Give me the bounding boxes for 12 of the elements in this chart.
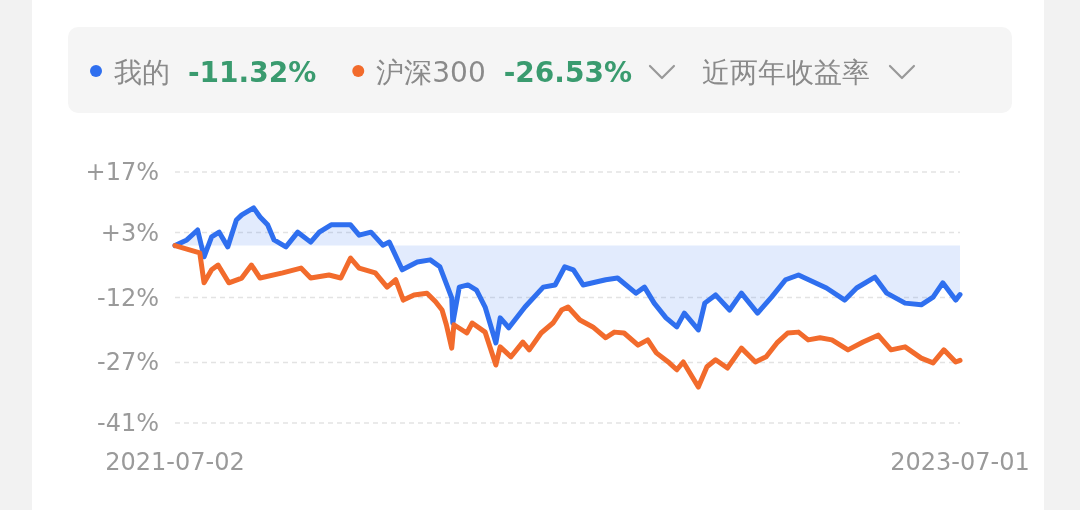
y-tick-label: -12% (96, 283, 159, 312)
x-tick-label: 2023-07-01 (890, 448, 1030, 476)
y-tick-label: -27% (96, 348, 159, 377)
text: 近两年收益率 (701, 55, 870, 89)
text: -11.32% (188, 55, 317, 89)
text: -26.53% (503, 55, 632, 89)
legend-label: 我的 (114, 55, 170, 89)
y-tick-label: +17% (85, 158, 159, 186)
y-tick-label: +3% (100, 218, 159, 247)
legend-label: 沪深300 (376, 55, 486, 89)
y-tick-label: -41% (96, 409, 159, 437)
x-tick-label: 2021-07-02 (105, 448, 245, 476)
